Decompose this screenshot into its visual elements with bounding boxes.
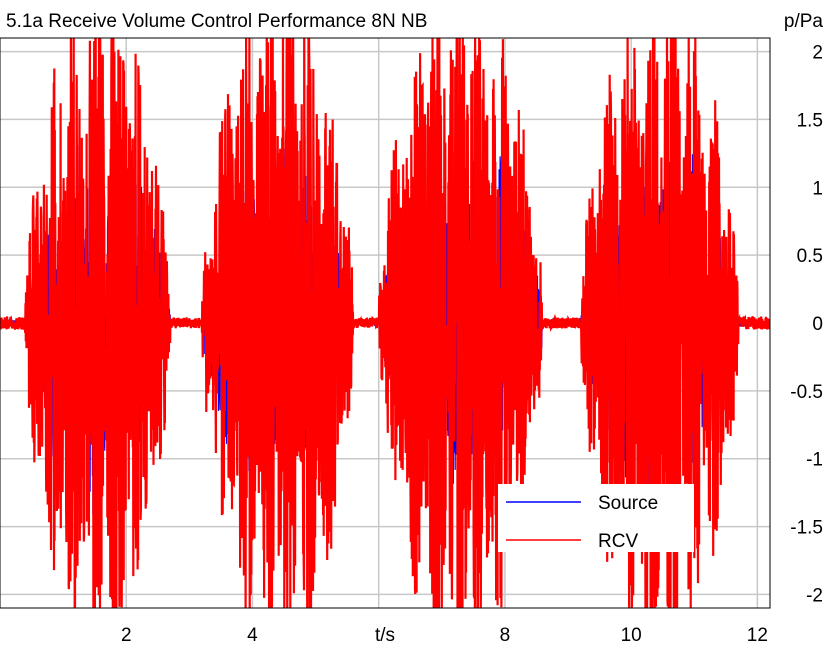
legend-source-label: Source: [598, 493, 658, 514]
x-tick-label: 4: [247, 625, 258, 646]
x-tick-label: 2: [121, 625, 132, 646]
y-tick-label: 0.5: [797, 246, 823, 267]
y-tick-label: 1: [812, 178, 823, 199]
series-rcv-line: [0, 38, 770, 608]
y-tick-label: -2: [806, 585, 823, 606]
y-axis-unit-label: p/Pa: [784, 11, 824, 32]
chart-title: 5.1a Receive Volume Control Performance …: [6, 11, 427, 32]
x-tick-label: 12: [747, 625, 768, 646]
y-tick-label: -0.5: [790, 382, 823, 403]
x-tick-label: 8: [500, 625, 511, 646]
y-tick-label: 1.5: [797, 110, 823, 131]
y-tick-label: 2: [812, 43, 823, 64]
legend-rcv-label: RCV: [598, 531, 638, 552]
plot-frame: [0, 37, 771, 609]
waveforms: [0, 38, 770, 608]
legend-box: [498, 484, 694, 552]
y-tick-label: -1.5: [790, 518, 823, 539]
y-tick-labels: 2 1.5 1 0.5 0 -0.5 -1 -1.5 -2: [790, 43, 823, 607]
y-tick-label: 0: [812, 314, 823, 335]
x-tick-label: 10: [621, 625, 642, 646]
x-axis-unit-label: t/s: [375, 625, 395, 646]
legend[interactable]: Source RCV: [498, 484, 694, 552]
y-tick-label: -1: [806, 450, 823, 471]
x-tick-labels: 2 4 8 10 12: [121, 625, 768, 646]
